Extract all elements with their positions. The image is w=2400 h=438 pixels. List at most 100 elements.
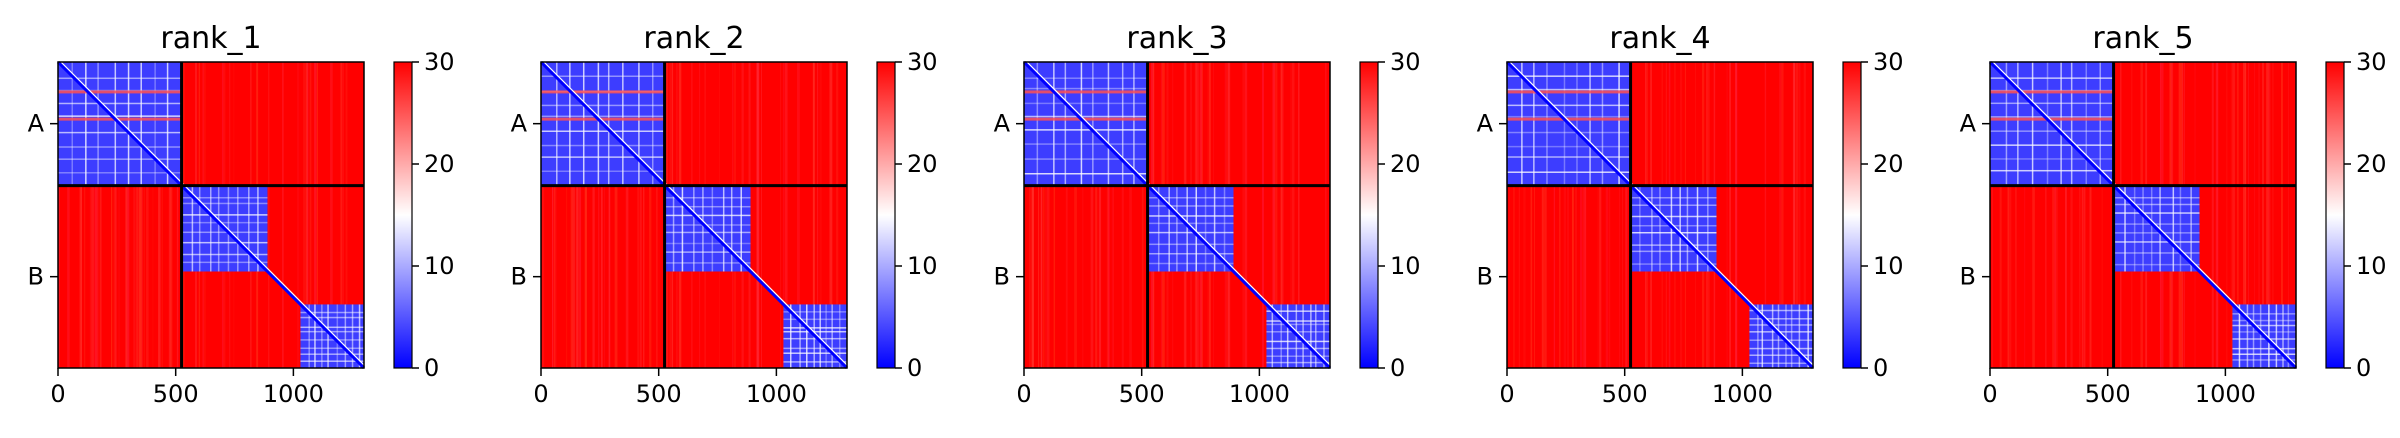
heatmap-streak <box>756 62 760 368</box>
domain-gridline <box>1686 185 1689 272</box>
heatmap-streak <box>1095 62 1098 368</box>
diagonal-highlight <box>1509 61 1814 366</box>
domain-gridline <box>321 304 323 368</box>
heatmap-streak <box>784 62 788 368</box>
domain-gridline <box>1990 158 2114 160</box>
heatmap-streak <box>1111 62 1113 368</box>
domain-gridline <box>1024 102 1148 105</box>
heatmap-streak <box>572 62 575 368</box>
heatmap-streak <box>1597 62 1599 368</box>
domain-gridline <box>2232 331 2296 333</box>
domain-gridline <box>300 311 364 314</box>
panel-title: rank_2 <box>643 21 744 56</box>
domain-gridline <box>1323 304 1325 368</box>
domain-gridline <box>2275 304 2278 368</box>
domain-gridline <box>1563 62 1566 186</box>
domain-gridline <box>1507 104 1631 107</box>
domain-gridline <box>248 185 250 272</box>
heatmap-streak <box>2231 62 2233 368</box>
heatmap-streak <box>1799 62 1801 368</box>
domain-gridline <box>783 352 847 354</box>
heatmap-streak <box>113 62 116 368</box>
domain-gridline <box>1507 75 1631 77</box>
heatmap-streak <box>2054 62 2057 368</box>
heatmap-streak <box>345 62 348 368</box>
domain-gridline <box>1133 62 1135 186</box>
domain-gridline <box>652 62 654 186</box>
domain-gridline <box>783 327 847 329</box>
domain-gridline <box>839 304 841 368</box>
domain-gridline <box>1266 347 1330 350</box>
domain-gridline <box>1107 62 1110 186</box>
heatmap-streak <box>1729 62 1731 368</box>
heatmap-streak <box>571 62 573 368</box>
domain-gridline <box>2113 252 2200 254</box>
domain-gridline <box>664 205 751 208</box>
heatmap-streak <box>2269 62 2271 368</box>
heatmap-streak <box>1735 62 1737 368</box>
domain-gridline <box>1630 250 1717 253</box>
heatmap-streak <box>1112 62 1114 368</box>
domain-gridline <box>237 185 239 272</box>
colorbar <box>1359 61 1379 369</box>
domain-gridline <box>2246 304 2249 368</box>
heatmap-streak <box>608 62 611 368</box>
heatmap-streak <box>68 62 70 368</box>
colorbar-tick-label: 30 <box>907 48 938 76</box>
domain-gridline <box>181 253 268 256</box>
panel-1: rank_1 0 500 1000 A B 0 10 20 30 <box>28 21 455 408</box>
heatmap-streak <box>2216 62 2219 368</box>
domain-gridline <box>1589 62 1591 186</box>
heatmap-streak <box>573 62 576 368</box>
heatmap-streak <box>141 62 143 368</box>
domain-gridline <box>2150 185 2153 272</box>
domain-gridline <box>2113 223 2200 225</box>
domain-gridline <box>181 202 268 205</box>
domain-gridline <box>541 75 665 77</box>
domain-gridline <box>1630 244 1717 246</box>
domain-gridline <box>1176 185 1178 272</box>
heatmap-streak <box>1518 62 1520 368</box>
x-tick-label: 0 <box>533 380 548 408</box>
domain-gridline <box>730 185 733 272</box>
x-tick-label: 1000 <box>1712 380 1773 408</box>
domain-gridline <box>638 62 640 186</box>
heatmap-streak <box>139 62 142 368</box>
domain-gridline <box>2005 62 2008 186</box>
heatmap-streak <box>592 62 595 368</box>
heatmap-streak <box>1583 62 1586 368</box>
heatmap-streak <box>1298 62 1300 368</box>
domain-gridline <box>783 361 847 363</box>
domain-gridline <box>210 185 212 272</box>
heatmap-streak <box>97 62 99 368</box>
domain-gridline <box>1777 304 1780 368</box>
heatmap-streak <box>1541 62 1544 368</box>
heatmap-streak <box>2007 62 2010 368</box>
heatmap-streak <box>1567 62 1569 368</box>
heatmap-streak <box>1291 62 1295 368</box>
domain-gridline <box>1639 185 1641 272</box>
colorbar-tick-label: 10 <box>1873 252 1904 280</box>
heatmap-streak <box>1038 62 1039 368</box>
domain-gridline <box>664 242 751 245</box>
heatmap-streak <box>2000 62 2002 368</box>
colorbar-tick-label: 20 <box>2356 150 2387 178</box>
diagonal-line <box>56 60 366 370</box>
heatmap-streak <box>169 62 173 368</box>
domain-gridline <box>740 185 742 272</box>
domain-gridline <box>1990 116 2114 118</box>
heatmap-streak <box>836 62 839 368</box>
heatmap-streak <box>158 62 160 368</box>
domain-gridline <box>541 115 665 118</box>
heatmap-streak <box>2281 62 2283 368</box>
domain-gridline <box>1024 143 1148 145</box>
heatmap-streak <box>1734 62 1737 368</box>
domain-gridline <box>1749 354 1813 356</box>
domain-gridline <box>1546 62 1548 186</box>
heatmap-streak <box>2226 62 2228 368</box>
heatmap-streak <box>2052 62 2054 368</box>
y-tick-label: B <box>1477 263 1493 291</box>
domain-gridline <box>181 231 268 234</box>
domain-gridline <box>181 196 268 199</box>
panel-title: rank_1 <box>160 21 261 56</box>
